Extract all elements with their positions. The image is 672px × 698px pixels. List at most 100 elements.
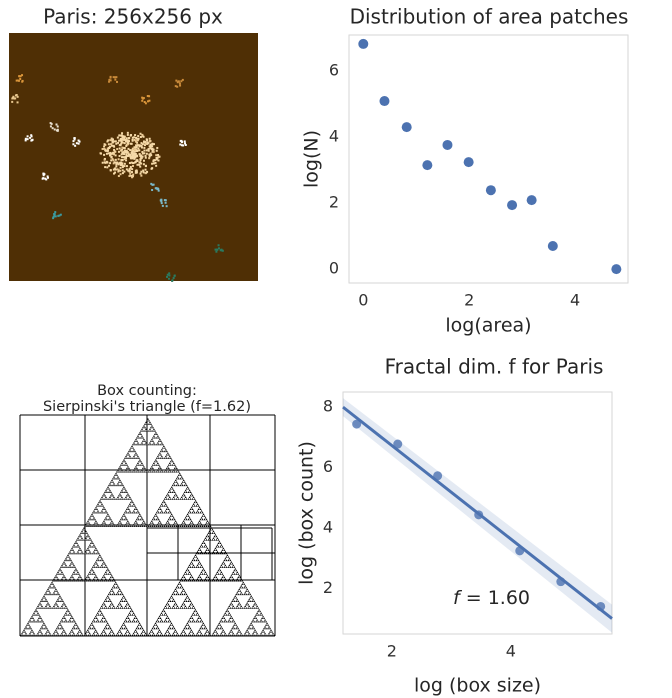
pixel-patch [122, 152, 125, 155]
pixel-patch [114, 168, 117, 171]
pixel-patch [110, 159, 113, 162]
pixel-patch [109, 169, 112, 172]
pixel-patch [121, 132, 124, 135]
pixel-patch [134, 160, 137, 163]
pixel-patch [152, 143, 155, 146]
pixel-patch [54, 211, 57, 214]
pixel-patch [112, 151, 115, 154]
pixel-patch [124, 149, 127, 152]
pixel-patch [182, 144, 185, 147]
pixel-patch [121, 169, 124, 172]
pixel-patch [119, 144, 122, 147]
pixel-patch [103, 147, 106, 150]
pixel-patch [125, 137, 128, 140]
pixel-patch [58, 214, 61, 217]
pixel-patch [116, 80, 118, 83]
pixel-patch [137, 135, 140, 138]
pixel-patch [51, 127, 54, 130]
pixel-patch [128, 162, 131, 165]
pixel-patch [114, 76, 117, 79]
pixel-patch [117, 170, 120, 173]
pixel-patch [143, 146, 146, 149]
y-tick-label: 4 [323, 518, 333, 537]
pixel-patch [148, 137, 151, 140]
pixel-patch [149, 152, 152, 155]
pixel-patch [219, 249, 222, 252]
pixel-patch [110, 137, 113, 140]
pixel-patch [122, 136, 125, 139]
pixel-patch [184, 143, 187, 146]
pixel-patch [55, 123, 58, 126]
pixel-patch [114, 158, 117, 161]
pixel-patch [111, 139, 114, 142]
pixel-patch [116, 162, 119, 165]
pixel-patch [176, 81, 179, 84]
pixel-patch [118, 154, 121, 157]
pixel-patch [16, 95, 19, 98]
pixel-patch [157, 189, 160, 192]
pixel-patch [216, 248, 219, 251]
pixel-patch [145, 149, 148, 152]
pixel-patch [24, 137, 27, 140]
pixel-patch [116, 168, 119, 171]
pixel-patch [111, 141, 114, 144]
pixel-patch [107, 139, 110, 142]
pixel-patch [49, 122, 52, 125]
pixel-patch [143, 101, 146, 104]
pixel-patch [141, 150, 144, 153]
pixel-patch [144, 168, 147, 171]
pixel-patch [72, 143, 75, 146]
pixel-patch [142, 135, 145, 138]
pixel-patch [139, 155, 142, 158]
pixel-patch [129, 165, 132, 168]
pixel-patch [117, 150, 120, 153]
panel-title: Fractal dim. f for Paris [385, 355, 604, 379]
pixel-patch [157, 155, 160, 158]
pixel-patch [122, 138, 125, 141]
pixel-patch [115, 165, 118, 168]
pixel-patch [121, 148, 124, 151]
data-point [422, 160, 433, 171]
pixel-patch [137, 137, 140, 140]
pixel-patch [138, 145, 141, 148]
pixel-patch [183, 140, 186, 143]
y-tick-label: 8 [323, 397, 333, 416]
pixel-patch [159, 199, 162, 202]
pixel-patch [160, 202, 163, 205]
pixel-patch [139, 159, 142, 162]
pixel-patch [108, 78, 111, 81]
pixel-patch [127, 147, 130, 150]
pixel-patch [73, 138, 76, 141]
pixel-patch [146, 95, 149, 98]
pixel-patch [131, 153, 134, 156]
pixel-patch [148, 145, 151, 148]
pixel-patch [119, 138, 122, 141]
pixel-patch [133, 156, 136, 159]
pixel-patch [125, 168, 128, 171]
pixel-patch [130, 134, 133, 137]
pixel-patch [144, 164, 147, 167]
pixel-patch [116, 136, 119, 139]
pixel-patch [114, 140, 117, 143]
pixel-patch [152, 159, 155, 162]
pixel-patch [147, 148, 150, 151]
pixel-patch [156, 156, 159, 159]
pixel-patch [109, 143, 112, 146]
panel-title: Sierpinski's triangle (f=1.62) [43, 399, 251, 415]
pixel-patch [133, 146, 136, 149]
pixel-patch [56, 129, 59, 132]
pixel-patch [117, 169, 120, 172]
pixel-patch [122, 150, 125, 153]
pixel-patch [73, 137, 76, 140]
pixel-patch [140, 170, 143, 173]
pixel-patch [146, 170, 149, 173]
pixel-patch [133, 138, 136, 141]
pixel-patch [144, 140, 147, 143]
x-tick-label: 2 [464, 291, 474, 310]
pixel-patch [111, 144, 114, 147]
pixel-patch [181, 141, 184, 144]
pixel-patch [131, 149, 134, 152]
pixel-patch [132, 147, 135, 150]
pixel-patch [119, 166, 122, 169]
